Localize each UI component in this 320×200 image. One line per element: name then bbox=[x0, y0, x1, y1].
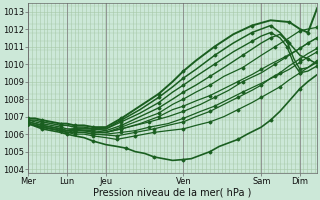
X-axis label: Pression niveau de la mer( hPa ): Pression niveau de la mer( hPa ) bbox=[93, 187, 252, 197]
